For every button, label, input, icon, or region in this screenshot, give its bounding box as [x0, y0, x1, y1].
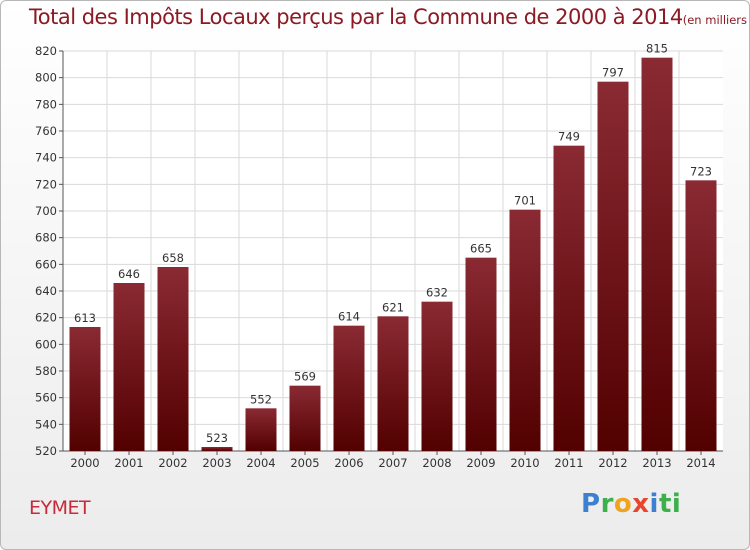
data-label: 815	[646, 42, 668, 56]
data-label: 523	[206, 431, 228, 445]
y-tick-label: 780	[35, 97, 57, 111]
x-tick-label: 2004	[246, 456, 275, 470]
logo-letter: ti	[658, 489, 682, 519]
y-tick-label: 800	[35, 71, 57, 85]
x-tick-label: 2011	[554, 456, 583, 470]
y-tick-label: 740	[35, 151, 57, 165]
y-tick-label: 580	[35, 364, 57, 378]
y-tick-label: 700	[35, 204, 57, 218]
bar	[685, 180, 717, 452]
title-text: Total des Impôts Locaux perçus par la Co…	[29, 5, 683, 29]
chart-title: Total des Impôts Locaux perçus par la Co…	[29, 5, 749, 29]
data-label: 797	[602, 66, 624, 80]
x-tick-label: 2007	[378, 456, 407, 470]
y-tick-label: 680	[35, 231, 57, 245]
x-tick-label: 2001	[114, 456, 143, 470]
bar	[509, 209, 541, 451]
bar	[201, 447, 233, 451]
y-tick-label: 560	[35, 391, 57, 405]
data-label: 665	[470, 242, 492, 256]
y-tick-label: 620	[35, 311, 57, 325]
data-label: 646	[118, 267, 140, 281]
data-label: 621	[382, 300, 404, 314]
y-tick-label: 720	[35, 177, 57, 191]
data-label: 632	[426, 286, 448, 300]
y-tick-label: 760	[35, 124, 57, 138]
x-tick-label: 2008	[422, 456, 451, 470]
x-tick-label: 2010	[510, 456, 539, 470]
logo-letter: x	[632, 489, 650, 519]
bar	[641, 57, 673, 452]
y-tick-label: 820	[35, 44, 57, 58]
bar	[597, 81, 629, 452]
data-label: 723	[690, 164, 712, 178]
bar	[465, 257, 497, 451]
x-tick-label: 2000	[70, 456, 99, 470]
data-label: 749	[558, 130, 580, 144]
y-tick-label: 520	[35, 444, 57, 458]
y-tick-label: 660	[35, 257, 57, 271]
bars	[69, 57, 717, 452]
bar	[113, 283, 145, 451]
x-tick-label: 2006	[334, 456, 363, 470]
data-label: 701	[514, 194, 536, 208]
bar	[157, 267, 189, 451]
y-tick-label: 540	[35, 417, 57, 431]
bar	[289, 385, 321, 451]
y-tick-label: 640	[35, 284, 57, 298]
logo-letter: r	[600, 489, 614, 519]
bar	[553, 145, 585, 451]
logo-letter: i	[649, 489, 659, 519]
x-tick-label: 2012	[598, 456, 627, 470]
data-label: 658	[162, 251, 184, 265]
data-label: 613	[74, 311, 96, 325]
bar	[245, 408, 277, 451]
data-label: 614	[338, 310, 360, 324]
x-tick-label: 2013	[642, 456, 671, 470]
data-label: 552	[250, 392, 272, 406]
logo-letter: o	[613, 489, 633, 519]
y-tick-label: 600	[35, 337, 57, 351]
commune-name: EYMET	[29, 497, 91, 519]
x-tick-label: 2003	[202, 456, 231, 470]
bar	[69, 327, 101, 451]
axes: 520 540 560 580 600 620 640 660 680 700 720 740 760 7…	[35, 44, 723, 470]
bar	[377, 316, 409, 451]
x-tick-label: 2005	[290, 456, 319, 470]
proxiti-logo[interactable]: Proxiti	[581, 489, 681, 519]
x-tick-label: 2002	[158, 456, 187, 470]
x-tick-label: 2014	[686, 456, 715, 470]
data-label: 569	[294, 370, 316, 384]
unit-label: (en milliers d'€)	[682, 13, 749, 27]
labels: 613 646 658 523 552 569 614 621 632 665 701 749 797 8…	[74, 42, 712, 445]
x-tick-label: 2009	[466, 456, 495, 470]
logo-letter: P	[581, 489, 601, 519]
bar	[333, 325, 365, 451]
bar	[421, 301, 453, 451]
